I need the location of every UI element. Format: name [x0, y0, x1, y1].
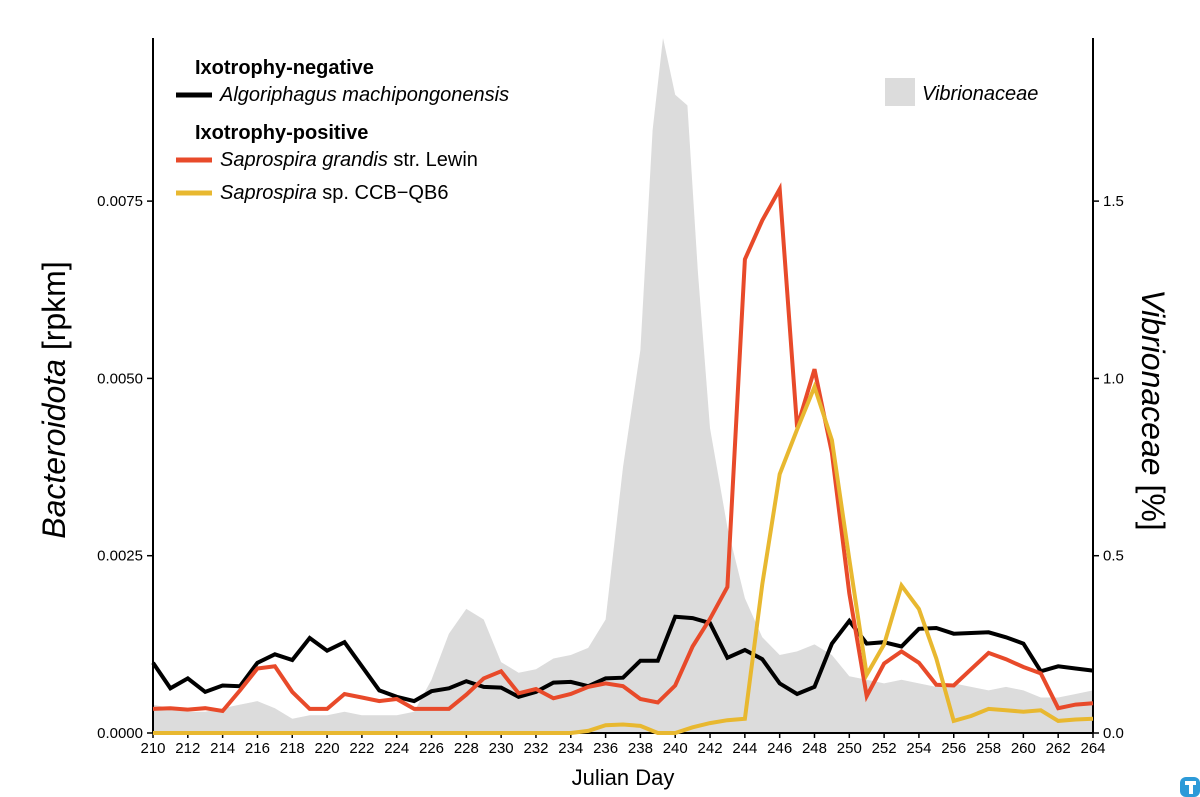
x-tick-label: 252	[872, 740, 897, 757]
legend-heading-negative: Ixotrophy-negative	[195, 57, 374, 79]
legend-label-ccb: Saprospira sp. CCB−QB6	[220, 182, 448, 204]
x-tick-label: 216	[245, 740, 270, 757]
x-tick-label: 254	[906, 740, 931, 757]
x-tick-label: 264	[1080, 740, 1105, 757]
legend-swatch-vibrionaceae	[885, 78, 915, 106]
x-tick-label: 248	[802, 740, 827, 757]
y-right-tick-label: 1.0	[1103, 370, 1124, 387]
series-line-saprospira-grandis-str-lewin	[152, 182, 1094, 714]
x-tick-label: 246	[767, 740, 792, 757]
x-tick-label: 228	[454, 740, 479, 757]
y-left-tick-label: 0.0000	[97, 725, 143, 742]
y-right-tick-label: 1.5	[1103, 193, 1124, 210]
legend: Ixotrophy-negative Algoriphagus machipon…	[176, 57, 1038, 204]
x-tick-label: 256	[941, 740, 966, 757]
legend-label-grandis: Saprospira grandis str. Lewin	[220, 149, 478, 171]
y-left-tick-label: 0.0025	[97, 548, 143, 565]
x-tick-label: 222	[349, 740, 374, 757]
x-axis-title: Julian Day	[572, 765, 675, 790]
y-axis-title-right: Vibrionaceae [%]	[1135, 289, 1171, 530]
x-tick-label: 240	[663, 740, 688, 757]
series-line-algoriphagus-machipongonensis	[151, 614, 1094, 704]
x-tick-label: 210	[140, 740, 165, 757]
y-left-tick-label: 0.0075	[97, 193, 143, 210]
y-axis-title-left: Bacteroidota [rpkm]	[36, 261, 72, 538]
x-tick-label: 262	[1046, 740, 1071, 757]
x-tick-label: 218	[280, 740, 305, 757]
series-line-saprospira-sp-ccb-qb6	[153, 381, 1094, 735]
x-tick-label: 238	[628, 740, 653, 757]
x-tick-label: 212	[175, 740, 200, 757]
watermark-logo	[1180, 777, 1200, 797]
x-tick-label: 242	[698, 740, 723, 757]
lines-layer	[151, 182, 1094, 735]
x-tick-label: 244	[732, 740, 757, 757]
ticks-layer: 210 212 214 216 218 220 222 224 226 228 230 232 234 2…	[97, 193, 1124, 757]
x-tick-label: 230	[489, 740, 514, 757]
y-right-tick-label: 0.5	[1103, 548, 1124, 565]
x-tick-label: 236	[593, 740, 618, 757]
area-vibrionaceae	[153, 38, 1093, 733]
x-tick-label: 220	[315, 740, 340, 757]
x-tick-label: 224	[384, 740, 409, 757]
area-layer	[153, 38, 1093, 733]
x-tick-label: 250	[837, 740, 862, 757]
legend-label-vibrionaceae: Vibrionaceae	[922, 83, 1038, 105]
legend-label-algoriphagus: Algoriphagus machipongonensis	[219, 84, 509, 106]
x-tick-label: 260	[1011, 740, 1036, 757]
x-tick-label: 214	[210, 740, 235, 757]
y-left-tick-label: 0.0050	[97, 370, 143, 387]
legend-heading-positive: Ixotrophy-positive	[195, 122, 368, 144]
y-right-tick-label: 0.0	[1103, 725, 1124, 742]
x-tick-label: 226	[419, 740, 444, 757]
x-tick-label: 258	[976, 740, 1001, 757]
x-tick-label: 232	[523, 740, 548, 757]
x-tick-label: 234	[558, 740, 583, 757]
